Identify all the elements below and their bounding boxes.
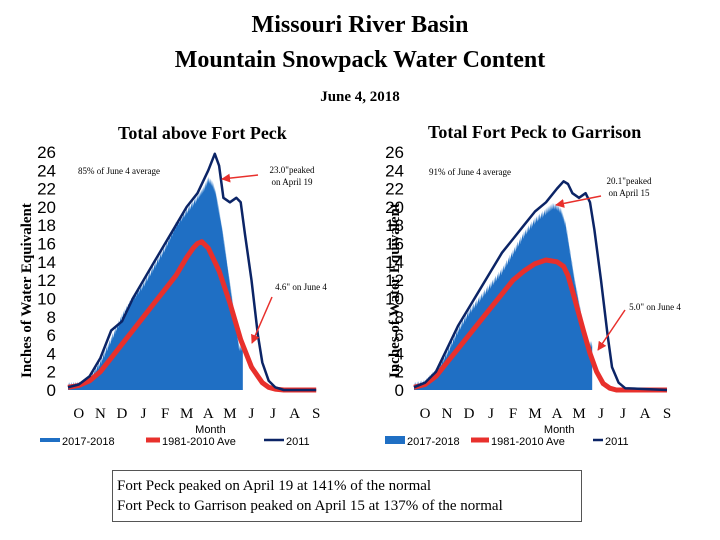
- chart-1-xtick-7: M: [223, 406, 236, 422]
- chart-1-xtick-6: A: [203, 406, 214, 422]
- chart-1-xtick-1: N: [95, 406, 106, 422]
- page-title-line2: Mountain Snowpack Water Content: [174, 47, 546, 73]
- chart-2-ytick-18: 18: [385, 216, 404, 235]
- chart-2-xtick-1: N: [442, 406, 453, 422]
- chart-2-annotation-1: 20.1"peaked on April 15: [607, 176, 652, 198]
- chart-1-ytick-10: 10: [37, 289, 56, 308]
- chart-1-series-average-line: [67, 239, 317, 393]
- chart-1-xtick-0: O: [73, 406, 84, 422]
- footnote-line2: Fort Peck to Garrison peaked on April 15…: [117, 498, 503, 514]
- chart-1-annotation-arrow-2: [251, 296, 273, 344]
- chart-2-ytick-2: 2: [395, 363, 404, 382]
- chart-2-ytick-6: 6: [395, 326, 404, 345]
- chart-1-annotation-0: 85% of June 4 average: [78, 166, 160, 176]
- chart-2-xtick-7: M: [572, 406, 585, 422]
- chart-2-series-average-line: [413, 257, 667, 393]
- chart-1-xtick-3: J: [141, 406, 147, 422]
- chart-2-xtick-6: A: [552, 406, 563, 422]
- chart-2-ytick-8: 8: [395, 308, 404, 327]
- chart-1-ytick-14: 14: [37, 253, 56, 272]
- chart-1-legend-label-2: 2011: [286, 436, 310, 448]
- footnote-box: Fort Peck peaked on April 19 at 141% of …: [112, 470, 582, 522]
- chart-2-ytick-24: 24: [385, 161, 404, 180]
- chart-1-ytick-4: 4: [47, 344, 56, 363]
- chart-2-xtick-4: F: [509, 406, 517, 422]
- chart-2-xtick-8: J: [598, 406, 604, 422]
- chart-1-ytick-6: 6: [47, 326, 56, 345]
- chart-1-legend-label-0: 2017-2018: [62, 436, 115, 448]
- chart-1-xtick-11: S: [312, 406, 320, 422]
- chart-1-ytick-20: 20: [37, 198, 56, 217]
- chart-1-series-2011-line: [67, 152, 317, 392]
- chart-1-annotation-arrow-1: [221, 173, 259, 183]
- chart-2-legend-label-0: 2017-2018: [407, 436, 460, 448]
- chart-2-annotation-arrow-1: [555, 195, 602, 208]
- chart-2-xtick-10: A: [640, 406, 651, 422]
- chart-2-xtick-9: J: [620, 406, 626, 422]
- chart-1-xtick-9: J: [270, 406, 276, 422]
- chart-1-ytick-24: 24: [37, 161, 56, 180]
- chart-1-series-2017-2018-area: [68, 176, 243, 390]
- chart-2-ytick-20: 20: [385, 198, 404, 217]
- chart-1-ytick-22: 22: [37, 180, 56, 199]
- chart-1-xlabel: Month: [195, 424, 226, 436]
- chart-2-legend-label-2: 2011: [605, 436, 629, 448]
- chart-1-title: Total above Fort Peck: [118, 123, 287, 143]
- chart-1-xtick-5: M: [180, 406, 193, 422]
- chart-1-ytick-16: 16: [37, 235, 56, 254]
- chart-1-ytick-0: 0: [47, 381, 56, 400]
- chart-2-ytick-4: 4: [395, 344, 404, 363]
- report-date: June 4, 2018: [320, 89, 400, 105]
- chart-2-xtick-2: D: [464, 406, 475, 422]
- chart-1-ytick-2: 2: [47, 363, 56, 382]
- footnote-line1: Fort Peck peaked on April 19 at 141% of …: [117, 478, 432, 494]
- chart-2-title: Total Fort Peck to Garrison: [428, 122, 642, 142]
- chart-2-ytick-0: 0: [395, 381, 404, 400]
- chart-1-xtick-4: F: [161, 406, 169, 422]
- chart-2-series-2011-line: [413, 180, 668, 392]
- chart-1-annotation-2: 4.6" on June 4: [275, 282, 327, 292]
- chart-2-ytick-10: 10: [385, 289, 404, 308]
- chart-1-ytick-12: 12: [37, 271, 56, 290]
- chart-2-ytick-26: 26: [385, 143, 404, 162]
- chart-2-ytick-14: 14: [385, 253, 404, 272]
- chart-2-ytick-22: 22: [385, 180, 404, 199]
- chart-1-xtick-10: A: [289, 406, 300, 422]
- chart-2-annotation-0: 91% of June 4 average: [429, 167, 511, 177]
- chart-2-annotation-2: 5.0" on June 4: [629, 302, 681, 312]
- chart-2-xtick-11: S: [663, 406, 671, 422]
- chart-2-xtick-3: J: [488, 406, 494, 422]
- chart-1-ytick-18: 18: [37, 216, 56, 235]
- page-title-line1: Missouri River Basin: [251, 12, 469, 38]
- chart-2-xtick-5: M: [528, 406, 541, 422]
- chart-1-ytick-8: 8: [47, 308, 56, 327]
- chart-2-legend-label-1: 1981-2010 Ave: [491, 436, 565, 448]
- chart-2-xlabel: Month: [544, 424, 575, 436]
- chart-2-xtick-0: O: [420, 406, 431, 422]
- chart-1-legend-label-1: 1981-2010 Ave: [162, 436, 236, 448]
- chart-1-ytick-26: 26: [37, 143, 56, 162]
- chart-2-ytick-12: 12: [385, 271, 404, 290]
- chart-2-legend-swatch-0: [385, 436, 405, 444]
- chart-2-ytick-16: 16: [385, 235, 404, 254]
- chart-1-xtick-2: D: [117, 406, 128, 422]
- chart-2-annotation-arrow-2: [597, 309, 626, 351]
- chart-1-annotation-1: 23.0"peaked on April 19: [270, 165, 315, 187]
- chart-1-xtick-8: J: [249, 406, 255, 422]
